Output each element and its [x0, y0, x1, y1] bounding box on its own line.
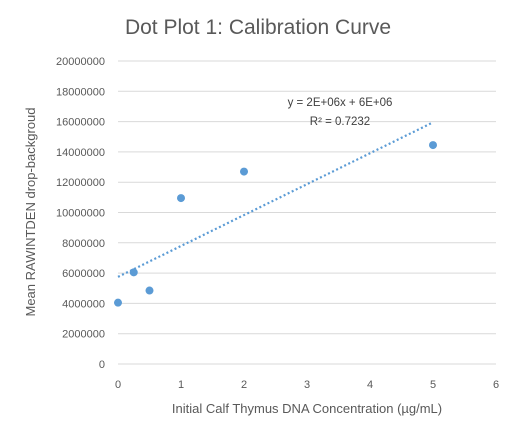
data-point: [240, 167, 248, 176]
x-tick-label: 6: [493, 379, 499, 391]
x-tick-label: 2: [241, 379, 247, 391]
linear-trendline: [117, 121, 434, 278]
x-tick-label: 5: [430, 379, 436, 391]
x-tick-label: 0: [115, 379, 121, 391]
y-axis-label: Mean RAWINTDEN drop-backgroud: [23, 107, 38, 316]
y-tick-label: 8000000: [62, 238, 105, 250]
y-tick-label: 14000000: [56, 147, 105, 159]
trendline-layer: [117, 121, 434, 278]
data-point: [129, 268, 138, 277]
x-tick-label: 1: [178, 379, 184, 391]
data-point: [429, 141, 437, 150]
x-tick-labels: 0 1 2 3 4 5 6: [115, 379, 499, 391]
y-tick-label: 10000000: [56, 208, 105, 220]
y-tick-label: 4000000: [62, 298, 105, 310]
trendline-r-squared: R² = 0.7232: [310, 116, 370, 128]
data-point: [177, 194, 185, 203]
y-tick-label: 6000000: [62, 268, 105, 280]
y-tick-label: 18000000: [56, 86, 105, 98]
y-tick-label: 2000000: [62, 329, 105, 341]
y-tick-label: 20000000: [56, 56, 105, 68]
data-points: [114, 141, 437, 307]
x-tick-label: 3: [304, 379, 310, 391]
y-tick-label: 16000000: [56, 117, 105, 129]
data-point: [145, 286, 154, 295]
gridlines: [118, 60, 496, 365]
x-tick-label: 4: [367, 379, 373, 391]
trendline-equation: y = 2E+06x + 6E+06: [288, 97, 393, 109]
y-tick-label: 12000000: [56, 177, 105, 189]
chart-title: Dot Plot 1: Calibration Curve: [125, 16, 391, 39]
y-tick-labels: 0 2000000 4000000 6000000 8000000 10000000 120…: [56, 56, 105, 371]
x-axis-label: Initial Calf Thymus DNA Concentration (µ…: [172, 401, 442, 416]
y-tick-label: 0: [99, 359, 105, 371]
data-point: [114, 298, 122, 307]
